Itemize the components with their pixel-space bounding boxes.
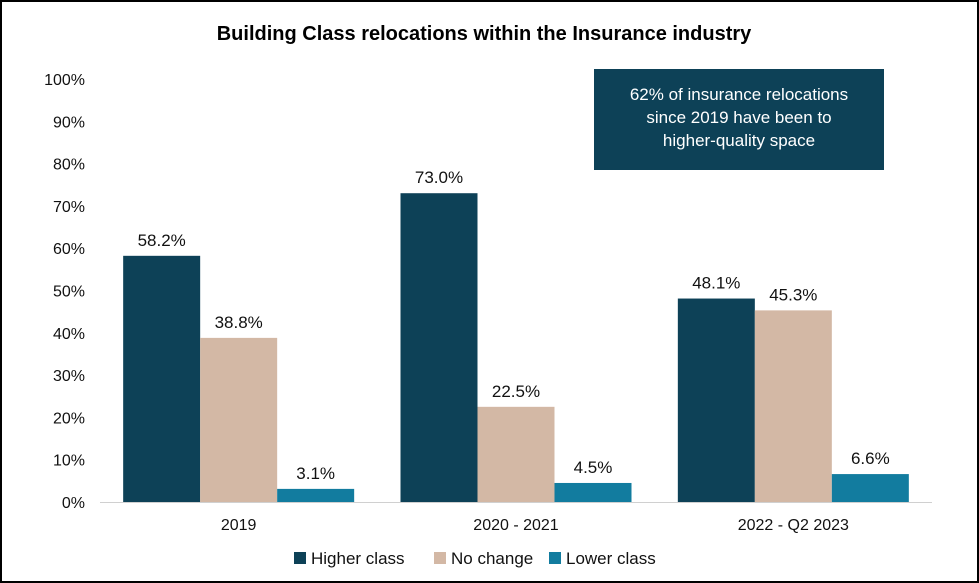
y-tick-label: 90% [53, 114, 85, 131]
bar-lower-class [277, 488, 355, 502]
data-label: 4.5% [574, 458, 613, 477]
annotation-callout: 62% of insurance relocations since 2019 h… [594, 69, 884, 170]
x-tick-label: 2019 [221, 517, 257, 534]
legend-label: Lower class [566, 549, 656, 568]
y-tick-label: 20% [53, 410, 85, 427]
data-label: 73.0% [415, 168, 463, 187]
x-tick-label: 2022 - Q2 2023 [738, 517, 849, 534]
bar-lower-class [831, 474, 909, 502]
bar-lower-class [554, 482, 632, 502]
y-tick-label: 40% [53, 326, 85, 343]
chart-title: Building Class relocations within the In… [217, 23, 752, 45]
legend-swatch [434, 552, 446, 564]
annotation-line: since 2019 have been to [646, 108, 831, 127]
y-tick-label: 10% [53, 453, 85, 470]
y-tick-label: 80% [53, 157, 85, 174]
legend-swatch [549, 552, 561, 564]
bar-no-change [754, 310, 832, 502]
data-label: 58.2% [138, 231, 186, 250]
data-label: 48.1% [692, 274, 740, 293]
legend-swatch [294, 552, 306, 564]
y-tick-label: 60% [53, 241, 85, 258]
bar-no-change [477, 406, 555, 502]
bar-higher-class [400, 193, 478, 502]
legend: Higher class No change Lower class [294, 549, 656, 568]
annotation-line: 62% of insurance relocations [630, 85, 848, 104]
x-tick-label: 2020 - 2021 [473, 517, 559, 534]
annotation-box [594, 69, 884, 170]
bars-group [123, 193, 909, 502]
bar-higher-class [123, 255, 201, 502]
data-label: 22.5% [492, 382, 540, 401]
bar-no-change [200, 337, 278, 502]
annotation-line: higher-quality space [663, 131, 815, 150]
data-labels-group: 58.2% 38.8% 3.1% 73.0% 22.5% 4.5% 48.1% 45.3% 6.… [138, 168, 890, 483]
y-tick-label: 70% [53, 199, 85, 216]
y-tick-label: 0% [62, 495, 85, 512]
legend-label: No change [451, 549, 533, 568]
data-label: 38.8% [215, 313, 263, 332]
bar-higher-class [677, 298, 755, 502]
y-tick-label: 30% [53, 368, 85, 385]
y-tick-label: 50% [53, 284, 85, 301]
legend-label: Higher class [311, 549, 405, 568]
y-tick-label: 100% [44, 72, 85, 89]
data-label: 6.6% [851, 449, 890, 468]
y-axis: 0% 10% 20% 30% 40% 50% 60% 70% 80% 90% 100% [44, 72, 85, 512]
data-label: 45.3% [769, 285, 817, 304]
data-label: 3.1% [296, 464, 335, 483]
x-axis: 2019 2020 - 2021 2022 - Q2 2023 [100, 502, 932, 534]
